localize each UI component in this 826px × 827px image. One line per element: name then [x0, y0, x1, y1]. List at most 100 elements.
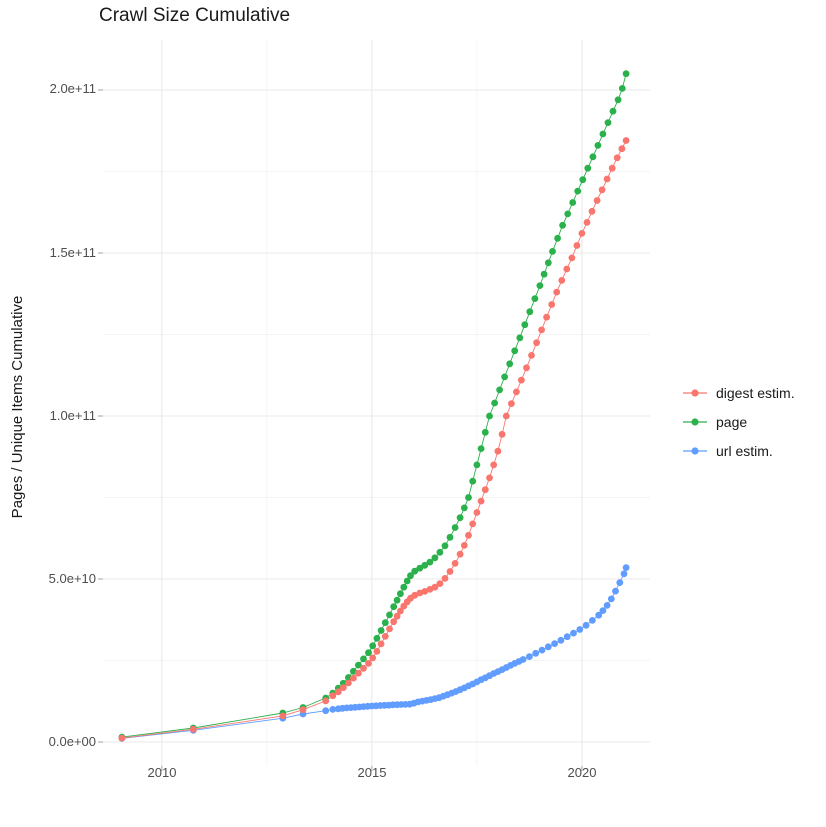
data-point [502, 412, 510, 420]
data-point [603, 175, 611, 183]
data-point [576, 626, 584, 633]
data-point [554, 234, 561, 242]
data-point [579, 176, 587, 184]
data-point [544, 643, 552, 651]
data-point [118, 734, 126, 742]
data-point [393, 596, 401, 604]
data-point [431, 554, 439, 562]
data-point [339, 684, 347, 691]
data-point [593, 197, 601, 204]
data-point [416, 564, 424, 572]
data-point [521, 321, 529, 329]
data-point [618, 145, 626, 153]
data-point [481, 486, 489, 494]
x-tick-label: 2010 [147, 765, 177, 780]
data-point [549, 248, 556, 255]
data-point [532, 649, 540, 657]
data-point [519, 656, 527, 663]
data-point [456, 514, 464, 522]
data-point [373, 634, 381, 642]
data-point [516, 334, 524, 342]
data-point [322, 697, 330, 705]
data-point [390, 603, 398, 611]
data-point [322, 707, 330, 715]
data-point [608, 164, 616, 172]
data-point [381, 619, 389, 627]
data-point [588, 207, 596, 215]
series-points [118, 70, 630, 742]
data-point [491, 399, 498, 407]
data-point [551, 640, 558, 647]
legend: digest estim. page url estim. [682, 378, 795, 465]
data-point [403, 577, 411, 585]
data-point [477, 497, 485, 505]
data-point [397, 590, 404, 598]
data-point [614, 96, 622, 104]
data-point [568, 254, 576, 262]
legend-key-icon [683, 388, 707, 397]
data-point [594, 142, 602, 149]
data-point [573, 242, 581, 249]
data-point [397, 607, 404, 615]
data-point [421, 561, 429, 569]
data-point [501, 373, 508, 381]
data-point [436, 580, 444, 587]
data-point [604, 119, 612, 126]
y-tick-label: 1.0e+11 [49, 408, 96, 423]
data-point [599, 130, 607, 138]
data-point [526, 653, 533, 660]
data-point [369, 654, 377, 662]
data-point [189, 725, 197, 733]
data-point [558, 277, 566, 284]
minor-gridlines [103, 40, 650, 766]
data-point [460, 504, 468, 512]
data-point [299, 706, 307, 714]
data-point [345, 674, 352, 681]
data-point [622, 137, 630, 144]
data-point [589, 617, 596, 624]
data-point [407, 572, 414, 580]
legend-item: url estim. [682, 436, 795, 465]
chart-title: Crawl Size Cumulative [99, 5, 291, 26]
data-point [544, 259, 552, 267]
data-point [469, 520, 477, 528]
data-point [279, 712, 287, 720]
legend-label: url estim. [716, 442, 773, 459]
data-point [465, 531, 472, 539]
data-point [355, 661, 362, 669]
legend-label: page [716, 413, 748, 430]
data-point [523, 364, 530, 372]
data-point [526, 308, 534, 316]
data-point [582, 621, 590, 629]
y-tick-label: 1.5e+11 [49, 245, 96, 260]
data-point [583, 219, 591, 226]
data-point [451, 560, 459, 567]
data-point [393, 612, 401, 620]
data-point [460, 542, 468, 549]
data-point [441, 575, 449, 582]
data-point [548, 301, 556, 308]
data-point [386, 625, 393, 633]
data-point [481, 428, 489, 436]
data-point [345, 679, 352, 687]
data-point [612, 587, 619, 595]
data-point [536, 282, 544, 289]
data-point [490, 461, 498, 469]
data-point [426, 558, 434, 566]
legend-key-icon [683, 446, 707, 455]
data-point [620, 570, 628, 578]
data-point [538, 646, 546, 654]
data-point [390, 618, 398, 626]
data-point [570, 629, 577, 637]
data-point [589, 153, 597, 161]
data-point [355, 669, 362, 677]
data-point [377, 627, 385, 634]
data-point [518, 376, 525, 384]
y-tick-label: 5.0e+10 [48, 571, 96, 586]
data-point [609, 107, 617, 115]
data-point [400, 583, 408, 591]
data-point [511, 347, 519, 355]
data-point [486, 474, 493, 482]
data-point [360, 655, 367, 663]
